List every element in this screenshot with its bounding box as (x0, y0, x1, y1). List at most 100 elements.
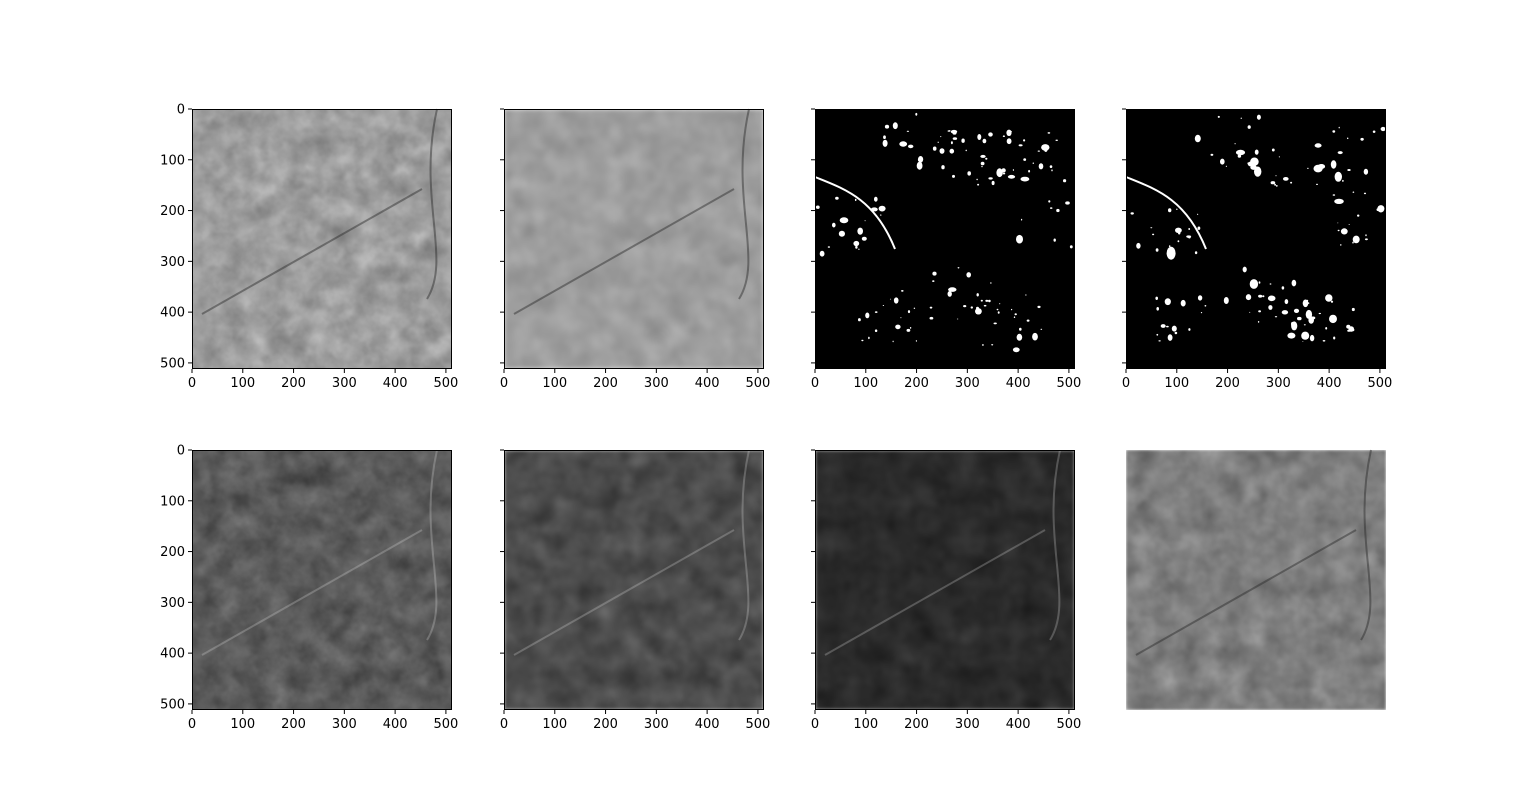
mask-blob (1235, 149, 1246, 156)
mask-blob (906, 130, 910, 132)
mask-blob (1256, 114, 1261, 120)
x-tick-label: 100 (853, 376, 878, 391)
mask-blob (956, 318, 959, 320)
x-tick-label: 500 (1056, 376, 1081, 391)
mask-blob (917, 157, 923, 162)
mask-blob (864, 220, 866, 222)
mask-blob (1002, 135, 1006, 137)
image-river (1049, 449, 1061, 641)
subplot-r2c4 (1126, 449, 1386, 710)
mask-blob (993, 322, 997, 325)
subplot-r1c4: 0 100 200 300 400 500 (1122, 108, 1392, 391)
y-tick-label: 500 (160, 697, 185, 712)
mask-blob (1340, 228, 1348, 235)
mask-blob (1363, 192, 1367, 195)
mask-blob (1352, 241, 1354, 244)
mask-blob (1380, 126, 1386, 132)
mask-blob (1150, 227, 1153, 229)
mask-blob (1351, 307, 1355, 312)
mask-blob (1237, 154, 1242, 158)
x-tick-label: 300 (332, 376, 357, 391)
mask-blob (1152, 233, 1155, 236)
mask-blob (988, 299, 991, 303)
mask-blob (980, 154, 986, 158)
mask-blob (1188, 228, 1191, 230)
x-tick-label: 200 (904, 717, 929, 732)
mask-blob (1271, 148, 1275, 152)
x-tick-label: 200 (593, 376, 618, 391)
mask-blob (1329, 314, 1337, 324)
mask-blob (937, 141, 939, 143)
mask-blob (832, 222, 836, 228)
mask-blob (1038, 163, 1044, 170)
mask-blob (916, 161, 923, 170)
mask-blob (853, 240, 860, 247)
mask-blob (819, 250, 825, 257)
image-r2c2 (504, 449, 764, 710)
x-tick-label: 400 (1317, 376, 1342, 391)
image-r2c4 (1126, 449, 1386, 710)
mask-blob (932, 280, 935, 282)
mask-blob (874, 329, 878, 333)
x-tick-label: 200 (281, 717, 306, 732)
mask-blob (1281, 310, 1289, 315)
mask-river (814, 176, 896, 250)
mask-blob (1247, 125, 1251, 129)
mask-blob (1268, 305, 1273, 310)
mask-blob (1164, 298, 1171, 306)
mask-blob (1275, 185, 1278, 187)
x-tick-label: 0 (188, 376, 196, 391)
x-tick-label: 100 (853, 717, 878, 732)
mask-blob (1348, 224, 1350, 225)
mask-blob (1330, 160, 1337, 169)
mask-blob (1372, 130, 1376, 133)
y-tick-label: 200 (160, 545, 185, 560)
mask-blob (899, 141, 908, 147)
mask-blob (1283, 177, 1289, 181)
mask-blob (1014, 313, 1017, 316)
mask-blob (1274, 183, 1276, 186)
mask-blob (1040, 328, 1043, 330)
subplot-r1c2: 0 100 200 300 400 500 (500, 108, 770, 391)
mask-blob (1357, 214, 1360, 217)
mask-blob (1210, 153, 1214, 156)
mask-blob (892, 340, 894, 343)
mask-blob (1007, 174, 1016, 179)
mask-blob (1178, 231, 1181, 235)
mask-blob (1316, 183, 1318, 185)
mask-blob (980, 299, 983, 302)
mask-blob (1318, 312, 1322, 315)
mask-blob (907, 310, 911, 314)
mask-blob (1158, 340, 1161, 342)
mask-blob (1168, 245, 1171, 248)
mask-blob (967, 171, 971, 176)
mask-blob (988, 132, 993, 137)
mask-blob (1332, 194, 1336, 196)
mask-blob (1023, 158, 1027, 161)
mask-blob (1180, 299, 1186, 307)
mask-blob (1177, 240, 1180, 243)
mask-blob (1281, 286, 1285, 290)
x-tick-label: 500 (433, 717, 458, 732)
mask-blob (1174, 331, 1178, 335)
mask-blob (1155, 296, 1158, 300)
mask-blob (991, 344, 994, 346)
mask-blob (1307, 167, 1309, 169)
subplot-r2c2: 0 100 200 300 400 500 (500, 449, 770, 732)
mask-blob (882, 305, 885, 306)
mask-blob (835, 196, 839, 200)
mask-blob (1290, 181, 1293, 184)
x-tick-label: 400 (695, 717, 720, 732)
x-tick-label: 400 (1006, 717, 1031, 732)
x-tick-label: 400 (383, 376, 408, 391)
mask-blob (854, 198, 857, 202)
mask-blob (929, 316, 934, 320)
x-tick-label: 300 (332, 717, 357, 732)
mask-blob (884, 124, 890, 129)
mask-blob (1197, 213, 1199, 215)
x-tick-label: 400 (383, 717, 408, 732)
mask-blob (1019, 327, 1022, 331)
mask-blob (1337, 151, 1343, 155)
